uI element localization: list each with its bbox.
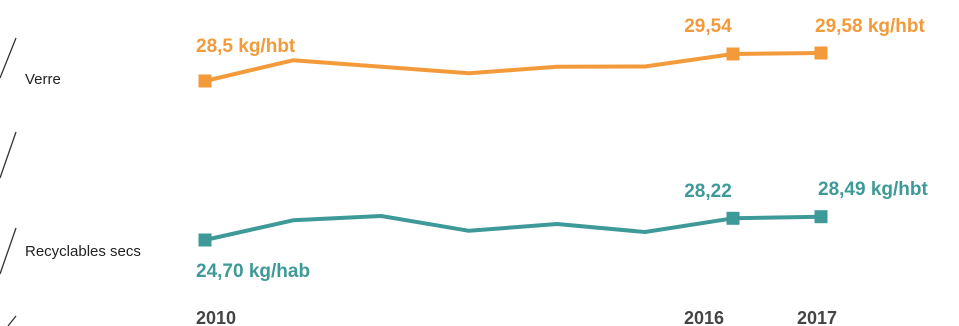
data-point-marker (726, 211, 740, 225)
x-tick-label: 2017 (797, 308, 837, 326)
x-tick-label: 2016 (684, 308, 724, 326)
data-label: 28,22 (684, 181, 732, 202)
divider-slash (0, 37, 17, 79)
series-line-verre (204, 51, 822, 83)
divider-slash (0, 131, 17, 179)
series-verre (198, 46, 828, 88)
data-point-marker (814, 210, 828, 224)
data-point-marker (198, 74, 212, 88)
data-label: 24,70 kg/hab (196, 261, 310, 282)
series-label-verre: Verre (25, 71, 61, 88)
data-point-marker (814, 46, 828, 60)
data-label: 28,5 kg/hbt (196, 36, 296, 57)
data-label: 29,54 (684, 16, 732, 37)
series-label-recyclables-secs: Recyclables secs (25, 243, 141, 260)
divider-slash (0, 227, 17, 275)
data-point-marker (198, 233, 212, 247)
data-label: 28,49 kg/hbt (818, 179, 928, 200)
divider-slash (7, 315, 17, 326)
data-point-marker (726, 47, 740, 61)
series-line-recyclables-secs (204, 214, 822, 242)
data-label: 29,58 kg/hbt (815, 16, 925, 37)
series-recyclables-secs (198, 210, 828, 247)
x-tick-label: 2010 (196, 308, 236, 326)
